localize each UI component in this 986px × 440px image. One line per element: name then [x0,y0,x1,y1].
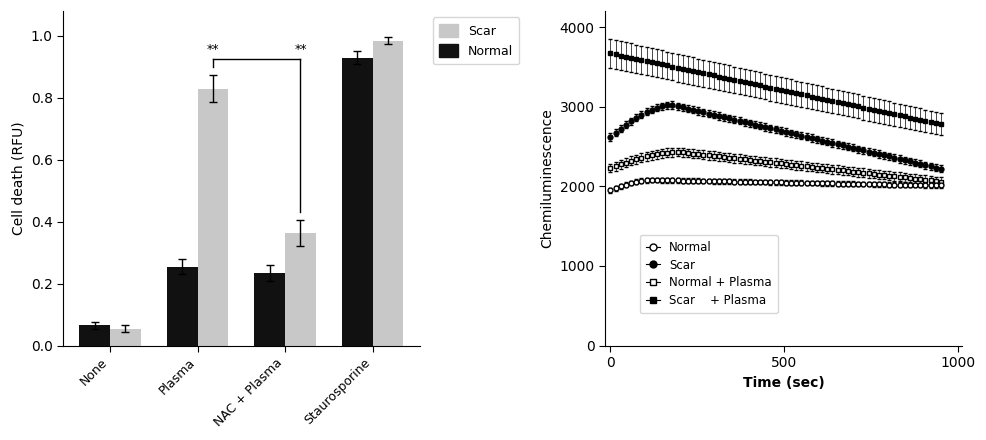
X-axis label: Time (sec): Time (sec) [741,375,823,389]
Text: **: ** [206,43,219,56]
Bar [254,273,285,345]
Bar [79,326,109,345]
Legend: Normal, Scar, Normal + Plasma, Scar    + Plasma: Normal, Scar, Normal + Plasma, Scar + Pl… [639,235,777,313]
Y-axis label: Cell death (RFU): Cell death (RFU) [11,121,25,235]
Bar [342,58,373,345]
Bar [109,329,140,345]
Bar [167,267,197,345]
Bar [197,88,228,345]
Text: **: ** [294,43,307,56]
Bar [373,40,403,345]
Legend: Scar, Normal: Scar, Normal [433,17,519,64]
Bar [285,232,316,345]
Y-axis label: Chemiluminescence: Chemiluminescence [539,108,553,248]
